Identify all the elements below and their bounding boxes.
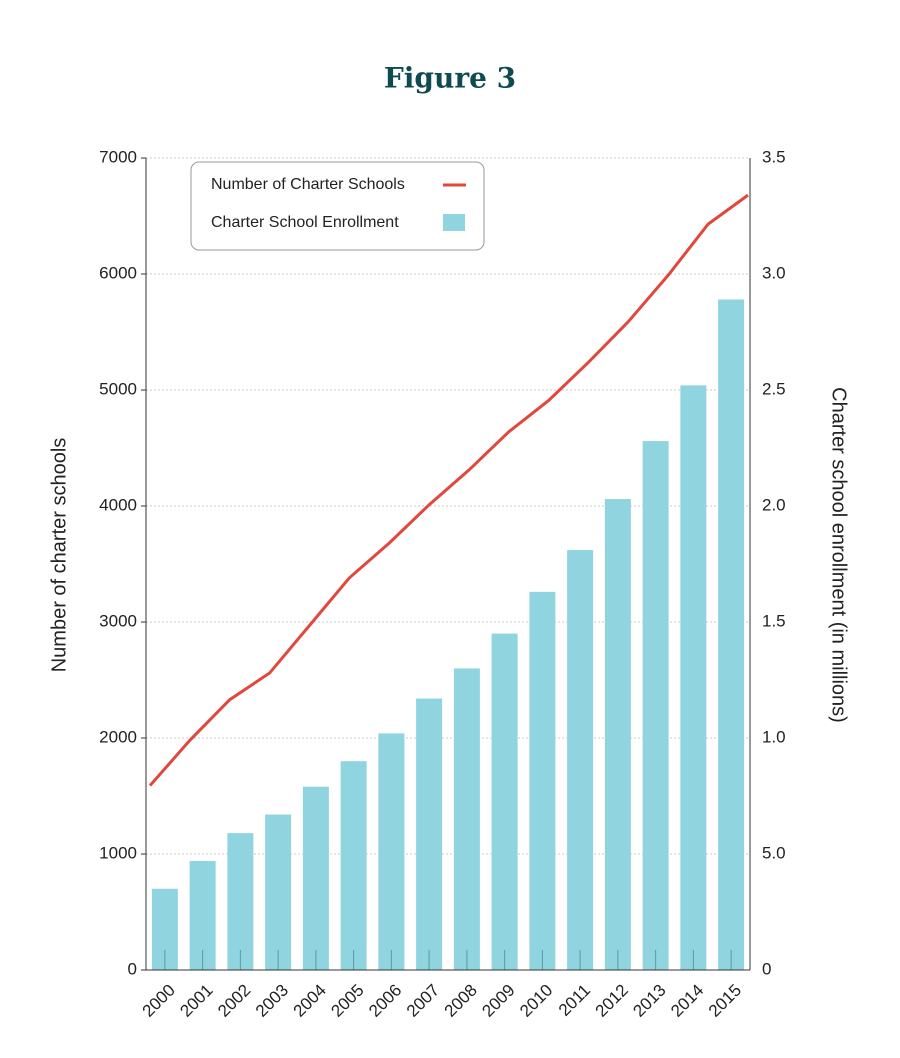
x-tick-label: 2005 [327, 981, 367, 1021]
y2-axis-title: Charter school enrollment (in millions) [828, 387, 850, 723]
legend-label: Number of Charter Schools [211, 176, 405, 193]
y-tick-label: 4000 [99, 495, 137, 514]
bar [680, 385, 707, 970]
x-tick-label: 2009 [478, 981, 518, 1021]
bar [718, 299, 745, 970]
bar [567, 550, 594, 970]
bar [453, 668, 480, 970]
x-tick-label: 2002 [214, 981, 254, 1021]
y-tick-label: 1000 [99, 843, 137, 862]
x-tick-label: 2000 [139, 981, 179, 1021]
y-tick-label: 7000 [99, 147, 137, 166]
x-tick-label: 2003 [252, 981, 292, 1021]
x-tick-label: 2004 [290, 981, 330, 1021]
y2-tick-label: 0 [762, 959, 771, 978]
y2-tick-label: 2.0 [762, 495, 786, 514]
y-tick-label: 0 [128, 959, 137, 978]
bar [378, 733, 405, 970]
y-tick-label: 6000 [99, 263, 137, 282]
x-tick-label: 2008 [441, 981, 481, 1021]
y-tick-label: 3000 [99, 611, 137, 630]
bar [265, 814, 292, 970]
x-tick-label: 2013 [629, 981, 669, 1021]
y2-tick-label: 2.5 [762, 379, 786, 398]
x-tick-label: 2010 [516, 981, 556, 1021]
y2-tick-label: 3.5 [762, 147, 786, 166]
chart-title: Figure 3 [384, 62, 516, 95]
y2-tick-label: 3.0 [762, 263, 786, 282]
bar [642, 441, 669, 970]
y2-tick-label: 1.5 [762, 611, 786, 630]
bar [604, 499, 631, 970]
x-tick-label: 2012 [592, 981, 632, 1021]
y2-tick-label: 5.0 [762, 843, 786, 862]
x-tick-label: 2001 [176, 981, 216, 1021]
legend-box [190, 161, 485, 251]
y2-tick-label: 1.0 [762, 727, 786, 746]
legend-swatch [443, 214, 465, 231]
bar [529, 591, 556, 970]
legend-label: Charter School Enrollment [211, 214, 399, 231]
y-tick-label: 2000 [99, 727, 137, 746]
bar [491, 633, 518, 970]
x-tick-label: 2014 [667, 981, 707, 1021]
bar [227, 833, 254, 970]
line [148, 193, 749, 787]
x-tick-label: 2006 [365, 981, 405, 1021]
bar [340, 761, 367, 970]
y-tick-label: 5000 [99, 379, 137, 398]
bar [302, 786, 329, 970]
y-axis-title: Number of charter schools [48, 438, 70, 673]
bar [416, 698, 443, 970]
x-tick-label: 2015 [705, 981, 745, 1021]
x-tick-label: 2007 [403, 981, 443, 1021]
x-tick-label: 2011 [555, 981, 594, 1020]
